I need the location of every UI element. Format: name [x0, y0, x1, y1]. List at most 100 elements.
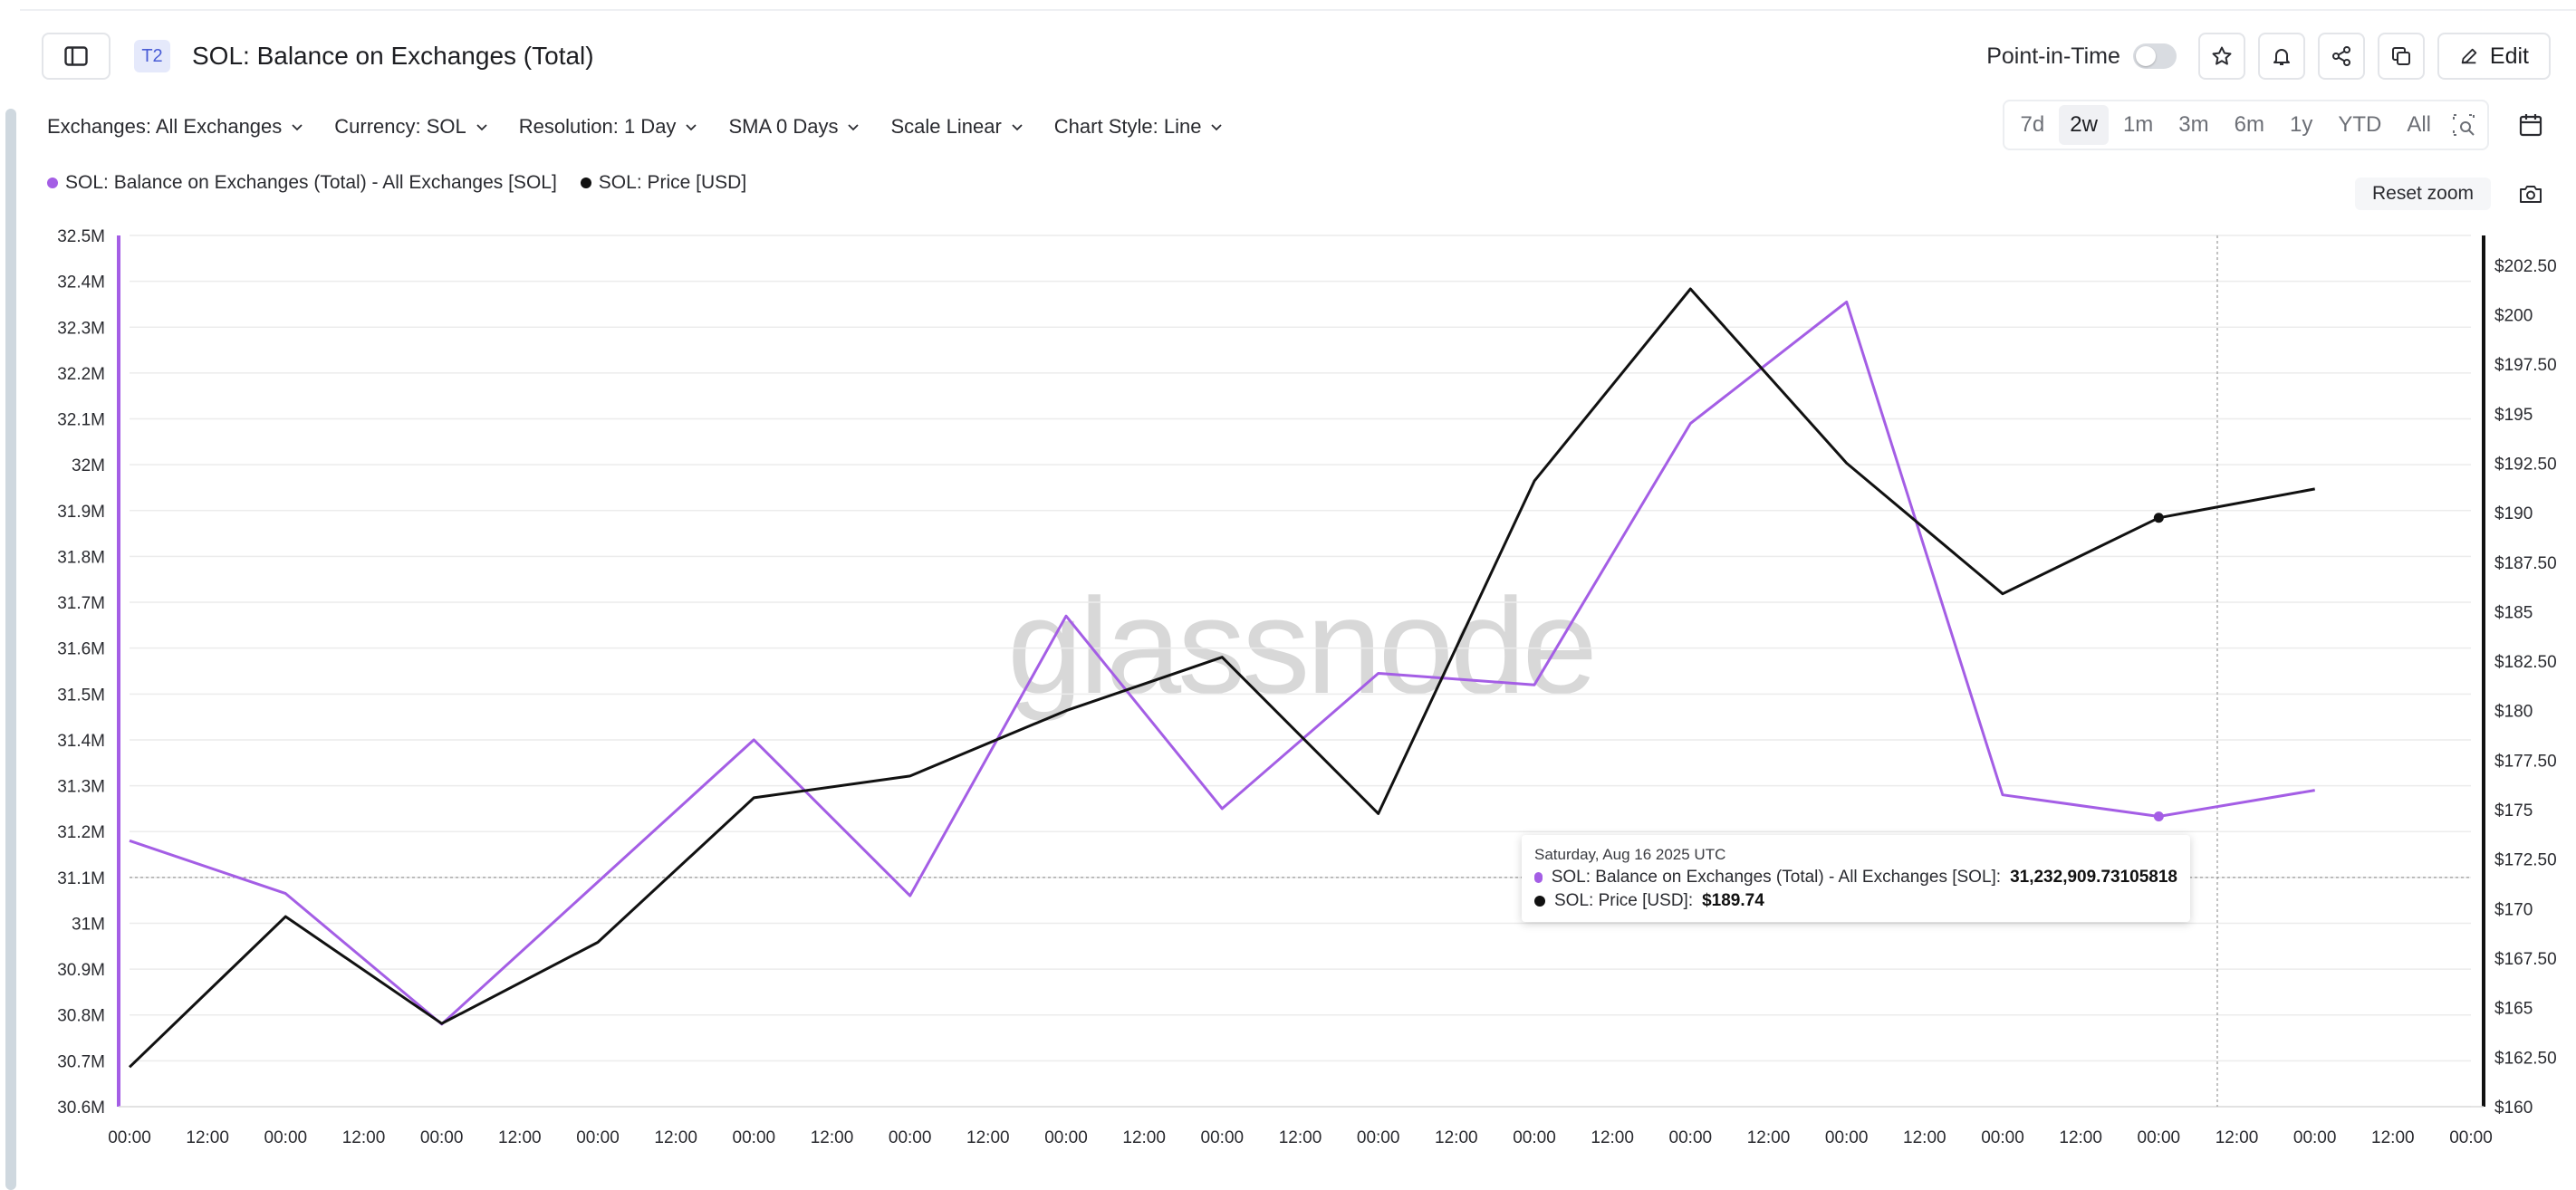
- favorite-button[interactable]: [2197, 33, 2245, 80]
- scale-dropdown[interactable]: Scale Linear: [890, 115, 1023, 139]
- sidebar-toggle-button[interactable]: [42, 33, 111, 80]
- duplicate-button[interactable]: [2377, 33, 2425, 80]
- range-2w-button[interactable]: 2w: [2059, 105, 2109, 145]
- page-scrollbar[interactable]: [0, 0, 20, 1190]
- alert-button[interactable]: [2257, 33, 2305, 80]
- x-tick-label: 12:00: [2059, 1128, 2102, 1147]
- x-tick-label: 12:00: [811, 1128, 854, 1147]
- y-left-tick-label: 31.9M: [57, 503, 105, 522]
- pencil-icon: [2461, 48, 2477, 64]
- reset-zoom-button[interactable]: Reset zoom: [2355, 178, 2491, 210]
- sma-dropdown[interactable]: SMA 0 Days: [728, 115, 860, 139]
- y-right-tick-label: $177.50: [2494, 752, 2557, 771]
- range-1m-button[interactable]: 1m: [2122, 112, 2154, 137]
- tooltip-dot-balance: [1534, 872, 1543, 883]
- x-tick-label: 00:00: [1201, 1128, 1245, 1147]
- zoom-select-button[interactable]: [2446, 107, 2482, 143]
- range-3m-button[interactable]: 3m: [2178, 112, 2209, 137]
- scroll-thumb[interactable]: [5, 109, 16, 1190]
- x-tick-label: 12:00: [2216, 1128, 2259, 1147]
- range-7d-button[interactable]: 7d: [2020, 112, 2045, 137]
- y-left-tick-label: 31.7M: [57, 594, 105, 613]
- bell-icon: [2273, 49, 2290, 65]
- filter-bar: Exchanges: All Exchanges Currency: SOL R…: [47, 110, 1223, 143]
- y-left-tick-label: 30.7M: [57, 1052, 105, 1071]
- y-right-tick-label: $180: [2494, 703, 2533, 722]
- chevron-down-icon: [1211, 124, 1223, 131]
- resolution-dropdown[interactable]: Resolution: 1 Day: [519, 115, 698, 139]
- camera-icon: [2520, 186, 2542, 203]
- zoom-area-icon: [2453, 114, 2475, 136]
- x-tick-label: 00:00: [1357, 1128, 1400, 1147]
- y-left-tick-label: 32.1M: [57, 411, 105, 430]
- chart-tooltip: Saturday, Aug 16 2025 UTC SOL: Balance o…: [1522, 835, 2190, 922]
- x-tick-label: 00:00: [108, 1128, 151, 1147]
- date-picker-button[interactable]: [2505, 100, 2556, 150]
- x-tick-label: 12:00: [498, 1128, 542, 1147]
- range-ytd-button[interactable]: YTD: [2338, 112, 2382, 137]
- copy-icon: [2391, 47, 2410, 65]
- x-tick-label: 00:00: [1513, 1128, 1556, 1147]
- tooltip-value-price: $189.74: [1702, 891, 1764, 910]
- chart-style-dropdown[interactable]: Chart Style: Line: [1054, 115, 1224, 139]
- y-right-tick-label: $167.50: [2494, 950, 2557, 969]
- point-in-time-label: Point-in-Time: [1986, 43, 2120, 69]
- tooltip-label-balance: SOL: Balance on Exchanges (Total) - All …: [1551, 868, 2002, 887]
- y-right-tick-label: $187.50: [2494, 554, 2557, 573]
- x-tick-label: 00:00: [420, 1128, 464, 1147]
- legend-dot-price: [580, 178, 591, 188]
- series-line-price: [128, 287, 2315, 1069]
- x-tick-label: 12:00: [1591, 1128, 1634, 1147]
- y-left-tick-label: 30.9M: [57, 961, 105, 980]
- toggle-knob: [2135, 46, 2156, 66]
- star-icon: [2212, 46, 2232, 65]
- range-1y-button[interactable]: 1y: [2289, 112, 2313, 137]
- filter-label: Scale Linear: [890, 115, 1002, 138]
- filter-label: SMA 0 Days: [728, 115, 839, 138]
- x-tick-label: 00:00: [2293, 1128, 2337, 1147]
- edit-button[interactable]: Edit: [2437, 33, 2551, 80]
- x-tick-label: 12:00: [1903, 1128, 1946, 1147]
- y-right-tick-label: $175: [2494, 801, 2533, 821]
- highlight-point-balance: [2153, 811, 2164, 822]
- point-in-time-toggle[interactable]: [2132, 43, 2177, 69]
- y-left-tick-label: 31.2M: [57, 823, 105, 842]
- y-right-tick-label: $197.50: [2494, 356, 2557, 375]
- edit-label: Edit: [2489, 43, 2529, 69]
- y-right-tick-label: $200: [2494, 306, 2533, 325]
- chevron-down-icon: [1012, 124, 1023, 131]
- y-left-tick-label: 31.4M: [57, 732, 105, 751]
- x-tick-label: 12:00: [2371, 1128, 2415, 1147]
- export-image-button[interactable]: [2514, 178, 2547, 210]
- filter-label: Chart Style: Line: [1053, 115, 1202, 138]
- tooltip-dot-price: [1534, 896, 1545, 907]
- legend-label: SOL: Balance on Exchanges (Total) - All …: [65, 172, 557, 193]
- page-title: SOL: Balance on Exchanges (Total): [192, 42, 594, 70]
- highlight-point-price: [2153, 513, 2164, 523]
- header-actions: Point-in-Time Edit: [1986, 31, 2551, 82]
- legend-item-price[interactable]: SOL: Price [USD]: [580, 172, 747, 194]
- range-all-button[interactable]: All: [2407, 112, 2431, 137]
- x-tick-label: 12:00: [1279, 1128, 1322, 1147]
- tier-badge: T2: [134, 40, 170, 72]
- currency-dropdown[interactable]: Currency: SOL: [334, 115, 488, 139]
- legend-label: SOL: Price [USD]: [598, 172, 747, 193]
- x-tick-label: 00:00: [2138, 1128, 2181, 1147]
- top-divider: [20, 9, 2576, 11]
- y-left-tick-label: 31.8M: [57, 548, 105, 567]
- y-right-tick-label: $165: [2494, 1000, 2533, 1019]
- y-right-tick-label: $185: [2494, 603, 2533, 622]
- chevron-down-icon: [848, 124, 860, 131]
- y-left-tick-label: 32.5M: [57, 227, 105, 246]
- y-left-tick-label: 32.3M: [57, 319, 105, 338]
- x-tick-label: 00:00: [733, 1128, 776, 1147]
- legend-item-balance[interactable]: SOL: Balance on Exchanges (Total) - All …: [47, 172, 557, 194]
- y-right-tick-label: $160: [2494, 1099, 2533, 1118]
- x-tick-label: 12:00: [1747, 1128, 1791, 1147]
- chevron-down-icon: [292, 124, 303, 131]
- range-6m-button[interactable]: 6m: [2234, 112, 2264, 137]
- exchanges-dropdown[interactable]: Exchanges: All Exchanges: [47, 115, 303, 139]
- tooltip-value-balance: 31,232,909.73105818: [2010, 868, 2177, 887]
- share-button[interactable]: [2317, 33, 2365, 80]
